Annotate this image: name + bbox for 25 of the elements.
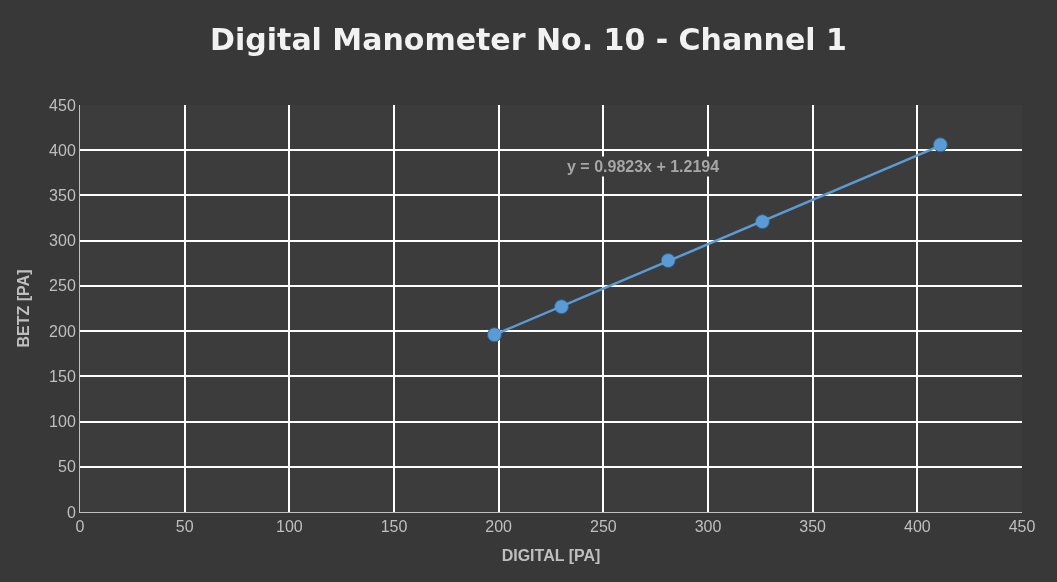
annotation: y = 0.9823x + 1.2194 — [567, 158, 720, 175]
point — [932, 137, 948, 153]
y-tick-label: 0 — [66, 503, 76, 521]
x-tick-label: 200 — [485, 518, 513, 536]
y-axis-title: BETZ [PA] — [15, 269, 32, 348]
x-tick-label: 250 — [589, 518, 617, 536]
x-tick-label: 100 — [275, 518, 303, 536]
x-tick-label: 400 — [903, 518, 931, 536]
y-tick-label: 450 — [49, 96, 76, 114]
y-tick-label: 50 — [58, 458, 76, 476]
y-tick-label: 200 — [49, 322, 76, 340]
y-tick-label: 100 — [49, 413, 76, 431]
y-tick-label: 300 — [49, 232, 76, 250]
y-tick-label: 150 — [49, 367, 76, 385]
chart-title: Digital Manometer No. 10 - Channel 1 — [210, 22, 847, 58]
y-tick-label: 350 — [49, 187, 76, 205]
x-tick-label: 350 — [799, 518, 827, 536]
x-tick-label: 450 — [1008, 518, 1036, 536]
x-tick-label: 150 — [380, 518, 408, 536]
x-tick-label: 50 — [175, 518, 194, 536]
point — [486, 327, 502, 343]
y-tick-label: 400 — [49, 141, 76, 159]
y-tick-label: 250 — [49, 277, 76, 295]
x-tick-label: 300 — [694, 518, 722, 536]
x-axis-title: DIGITAL [PA] — [501, 546, 601, 564]
